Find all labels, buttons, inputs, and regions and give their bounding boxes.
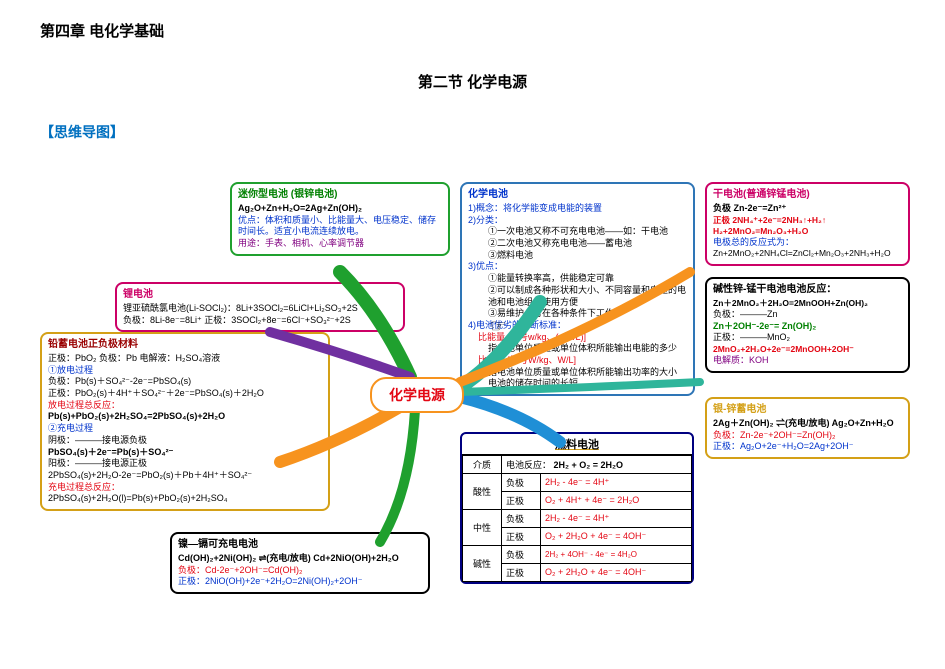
center-node: 化学电源 — [370, 377, 464, 413]
connector-lines: ☞ — [40, 152, 910, 632]
mindmap-container: ☞ 化学电源 迷你型电池 (银锌电池) Ag₂O+Zn+H₂O=2Ag+Zn(O… — [40, 152, 910, 632]
chapter-title: 第四章 电化学基础 — [40, 20, 905, 41]
section-title: 第二节 化学电源 — [40, 71, 905, 92]
mindmap-label: 【思维导图】 — [40, 122, 905, 142]
svg-text:☞: ☞ — [490, 316, 506, 336]
